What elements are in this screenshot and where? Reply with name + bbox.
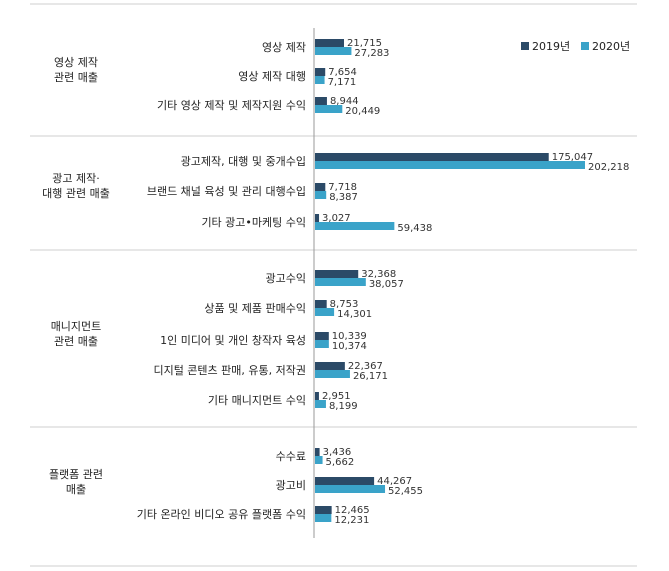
group-label-line: 매니지먼트 <box>51 320 102 333</box>
value-label-2020: 14,301 <box>337 309 372 320</box>
bar-2020 <box>315 222 395 230</box>
bar-2019 <box>315 448 320 456</box>
bar-2019 <box>315 362 345 370</box>
value-label-2019: 3,436 <box>323 447 352 458</box>
bar-2020 <box>315 191 327 199</box>
bar-2019 <box>315 183 326 191</box>
value-label-2019: 10,339 <box>332 331 367 342</box>
value-label-2019: 7,718 <box>328 182 357 193</box>
bar-2019 <box>315 214 320 222</box>
bar-2019 <box>315 68 326 76</box>
bar-2020 <box>315 161 585 169</box>
bar-2020 <box>315 105 343 113</box>
bar-2019 <box>315 332 329 340</box>
group-label: 광고 제작· 대행 관련 매출 <box>42 172 110 200</box>
category-label: 수수료 <box>276 450 306 463</box>
category-label: 브랜드 채널 육성 및 관리 대행수입 <box>147 185 306 198</box>
bar-2020 <box>315 76 325 84</box>
category-label: 광고비 <box>276 479 306 492</box>
bar-2019 <box>315 270 359 278</box>
value-label-2019: 8,944 <box>330 96 359 107</box>
group-label-line: 대행 관련 매출 <box>42 187 110 200</box>
value-label-2019: 2,951 <box>322 391 351 402</box>
bar-2020 <box>315 340 329 348</box>
bar-2019 <box>315 300 327 308</box>
group-label-line: 영상 제작 <box>54 56 98 69</box>
legend-label-2019: 2019년 <box>532 40 570 53</box>
value-label-2020: 8,387 <box>329 192 358 203</box>
bar-2020 <box>315 485 386 493</box>
value-label-2020: 12,231 <box>334 515 369 526</box>
legend-swatch-2019 <box>521 42 529 50</box>
value-label-2020: 52,455 <box>388 486 423 497</box>
category-label: 광고수익 <box>266 272 306 285</box>
bar-2020 <box>315 456 323 464</box>
bar-2020 <box>315 370 350 378</box>
bar-2020 <box>315 278 366 286</box>
value-label-2019: 44,267 <box>377 476 412 487</box>
legend-label-2020: 2020년 <box>592 40 630 53</box>
value-label-2020: 26,171 <box>353 371 388 382</box>
value-label-2020: 8,199 <box>329 401 358 412</box>
bar-2019 <box>315 97 327 105</box>
bar-2019 <box>315 392 319 400</box>
value-label-2019: 21,715 <box>347 38 382 49</box>
category-label: 기타 영상 제작 및 제작지원 수익 <box>157 99 306 112</box>
category-label: 영상 제작 <box>262 41 306 54</box>
category-label: 기타 온라인 비디오 공유 플랫폼 수익 <box>137 508 306 521</box>
category-label: 광고제작, 대행 및 중개수입 <box>181 155 306 168</box>
bar-2020 <box>315 47 352 55</box>
value-label-2020: 20,449 <box>345 106 380 117</box>
category-label: 영상 제작 대행 <box>238 70 306 83</box>
category-label: 디지털 콘텐츠 판매, 유통, 저작권 <box>153 364 306 377</box>
value-label-2019: 32,368 <box>361 269 396 280</box>
value-label-2020: 27,283 <box>354 48 389 59</box>
value-label-2019: 3,027 <box>322 213 351 224</box>
category-label: 1인 미디어 및 개인 창작자 육성 <box>160 334 306 347</box>
value-label-2020: 59,438 <box>397 223 432 234</box>
bar-2019 <box>315 477 375 485</box>
category-label: 기타 매니지먼트 수익 <box>208 394 306 407</box>
bar-2020 <box>315 514 332 522</box>
group-label-line: 플랫폼 관련 <box>49 468 103 481</box>
value-label-2020: 5,662 <box>326 457 355 468</box>
bar-2019 <box>315 506 332 514</box>
group-label-line: 관련 매출 <box>54 71 98 84</box>
value-label-2019: 22,367 <box>348 361 383 372</box>
value-label-2019: 7,654 <box>328 67 357 78</box>
bar-2019 <box>315 39 344 47</box>
legend: 2019년 2020년 <box>521 40 630 53</box>
value-label-2020: 7,171 <box>328 77 357 88</box>
value-label-2020: 10,374 <box>332 341 367 352</box>
category-label: 상품 및 제품 판매수익 <box>204 302 306 315</box>
bar-2020 <box>315 400 326 408</box>
bar-2019 <box>315 153 549 161</box>
group-label-line: 관련 매출 <box>54 335 98 348</box>
value-label-2019: 175,047 <box>552 152 593 163</box>
value-label-2019: 8,753 <box>330 299 359 310</box>
value-label-2020: 202,218 <box>588 162 629 173</box>
group-label-line: 매출 <box>66 483 86 496</box>
bar-2020 <box>315 308 335 316</box>
category-label: 기타 광고•마케팅 수익 <box>201 216 306 229</box>
legend-swatch-2020 <box>581 42 589 50</box>
group-label-line: 광고 제작· <box>52 172 99 185</box>
value-label-2020: 38,057 <box>369 279 404 290</box>
value-label-2019: 12,465 <box>335 505 370 516</box>
